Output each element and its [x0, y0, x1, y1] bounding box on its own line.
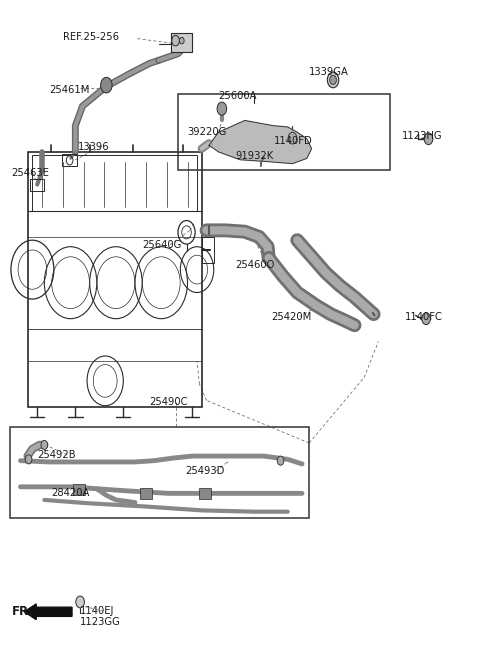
Text: 25493D: 25493D: [185, 466, 225, 476]
Text: 25420M: 25420M: [271, 311, 311, 322]
Text: 25463E: 25463E: [11, 168, 49, 178]
Bar: [140, 488, 152, 499]
Circle shape: [288, 132, 297, 144]
Text: REF.25-256: REF.25-256: [63, 32, 120, 42]
Text: 25460O: 25460O: [235, 260, 275, 270]
Bar: [199, 488, 211, 499]
Circle shape: [424, 133, 433, 145]
Bar: [28, 152, 202, 407]
Circle shape: [172, 35, 180, 46]
Text: 25490C: 25490C: [149, 397, 188, 407]
Bar: [33, 155, 197, 211]
Bar: [202, 237, 214, 263]
Text: 39220G: 39220G: [188, 127, 227, 137]
Text: 91932K: 91932K: [235, 152, 274, 162]
Bar: [171, 33, 192, 53]
Bar: [178, 95, 390, 170]
Text: 28420A: 28420A: [51, 488, 90, 499]
Text: 13396: 13396: [78, 143, 109, 152]
Circle shape: [327, 72, 339, 88]
Text: 1140FC: 1140FC: [405, 311, 443, 322]
Bar: [62, 154, 77, 166]
Text: 1123GG: 1123GG: [80, 616, 121, 627]
Circle shape: [217, 102, 227, 115]
Bar: [73, 484, 85, 495]
Bar: [10, 426, 309, 518]
Text: 25492B: 25492B: [37, 450, 76, 460]
Circle shape: [76, 596, 84, 608]
Text: 1339GA: 1339GA: [309, 67, 349, 77]
Circle shape: [180, 37, 184, 44]
Circle shape: [330, 76, 336, 85]
Circle shape: [277, 456, 284, 465]
Text: 1140EJ: 1140EJ: [80, 606, 115, 616]
Circle shape: [41, 440, 48, 449]
FancyArrow shape: [24, 604, 72, 620]
Circle shape: [101, 78, 112, 93]
Text: 25640G: 25640G: [142, 240, 181, 250]
Text: 25461M: 25461M: [49, 85, 89, 95]
Circle shape: [422, 313, 431, 325]
Bar: [30, 179, 44, 191]
Circle shape: [25, 455, 32, 464]
Text: 1140FD: 1140FD: [274, 137, 312, 147]
Text: 1123HG: 1123HG: [402, 131, 443, 141]
Polygon shape: [209, 120, 312, 164]
Text: 25600A: 25600A: [218, 91, 257, 101]
Text: FR.: FR.: [12, 605, 34, 618]
